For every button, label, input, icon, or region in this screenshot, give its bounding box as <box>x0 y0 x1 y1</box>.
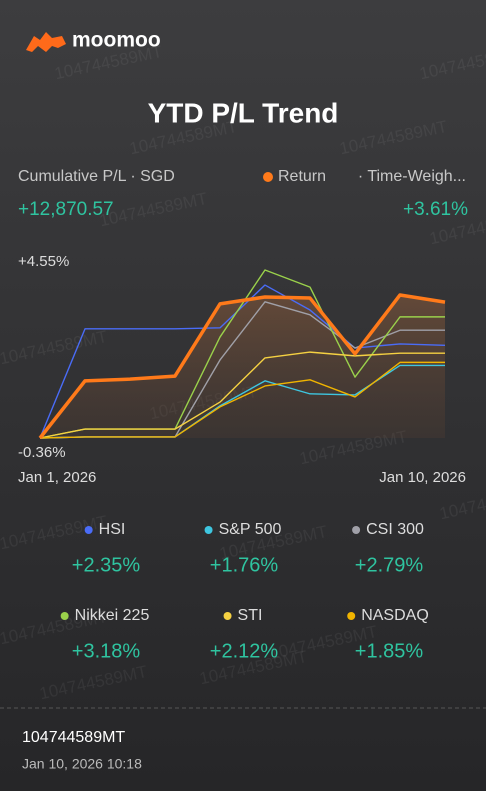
return-line <box>38 293 446 440</box>
legend-dot <box>223 612 232 620</box>
return-name: Return <box>278 168 326 185</box>
legend-value: +1.85% <box>355 640 424 662</box>
plot: +4.55% -0.36% Jan 1, 2026 Jan 10, 2026 <box>18 253 466 486</box>
legend-label: STI <box>238 607 263 624</box>
legend-dot <box>60 612 69 620</box>
legend-value: +3.18% <box>72 640 141 662</box>
legend-value: +2.35% <box>72 554 141 576</box>
footer-account: 104744589MT <box>22 729 125 746</box>
x-tick-label: Jan 1, 2026 <box>18 469 96 486</box>
return-value: +3.61% <box>403 199 468 220</box>
legend-value: +1.76% <box>210 554 279 576</box>
legend-label: CSI 300 <box>366 521 424 538</box>
benchmark-line <box>39 351 445 439</box>
legend-dot <box>347 612 356 620</box>
legend-value: +2.12% <box>210 640 279 662</box>
legend-dot <box>204 526 213 534</box>
pl-label: Cumulative P/L · SGD <box>18 168 175 185</box>
y-tick-label: +4.55% <box>18 253 69 270</box>
brand-logo <box>26 32 66 52</box>
brand-name: moomoo <box>72 29 161 52</box>
chart-title: YTD P/L Trend <box>148 97 339 128</box>
legend-label: S&P 500 <box>219 521 282 538</box>
benchmark-line <box>39 361 445 439</box>
legend-label: NASDAQ <box>361 607 429 624</box>
y-tick-label: -0.36% <box>18 444 66 461</box>
legend: HSI +2.35% S&P 500 +1.76% CSI 300 +2.79% Nikke… <box>60 521 429 662</box>
legend-value: +2.79% <box>355 554 424 576</box>
legend-label: HSI <box>99 521 126 538</box>
return-area <box>40 294 445 438</box>
pl-value: +12,870.57 <box>18 199 114 220</box>
return-method: · Time-Weigh... <box>358 168 466 185</box>
footer-timestamp: Jan 10, 2026 10:18 <box>22 756 142 772</box>
return-dot <box>263 172 273 182</box>
legend-dot <box>84 526 93 534</box>
legend-dot <box>352 526 361 534</box>
legend-label: Nikkei 225 <box>75 607 150 624</box>
x-tick-label: Jan 10, 2026 <box>379 469 466 486</box>
